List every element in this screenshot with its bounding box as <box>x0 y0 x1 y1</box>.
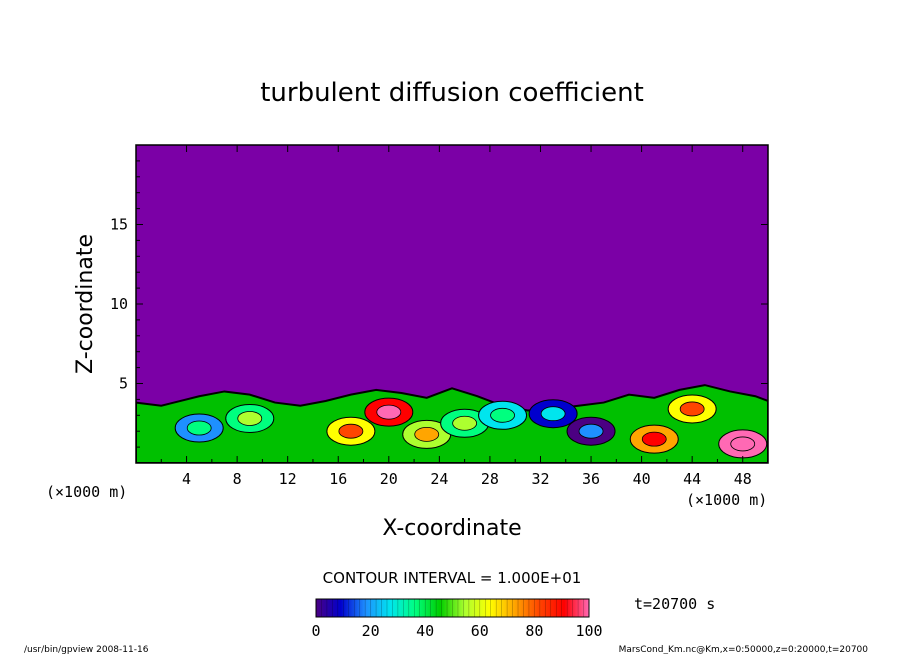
contour-blob-core <box>186 420 212 436</box>
contour-blob-core <box>338 423 364 439</box>
contour-blob-core <box>490 407 515 423</box>
x-unit-left: (×1000 m) <box>46 483 127 501</box>
x-tick-label: 8 <box>233 470 242 488</box>
y-tick-label: 10 <box>110 295 128 313</box>
y-axis-label: Z-coordinate <box>73 234 98 374</box>
x-tick-label: 12 <box>279 470 297 488</box>
x-tick-label: 40 <box>633 470 651 488</box>
contour-blob-core <box>679 401 705 417</box>
colorbar-frame <box>315 598 590 618</box>
footer-right: MarsCond_Km.nc@Km,x=0:50000,z=0:20000,t=… <box>619 645 869 654</box>
contour-blob-core <box>414 426 440 442</box>
colorbar-labels: 0 20 40 60 80 100 <box>311 622 602 640</box>
x-tick-label: 44 <box>683 470 701 488</box>
contour-blob-core <box>540 406 566 422</box>
colorbar-tick-label: 100 <box>575 622 602 640</box>
y-axis-ticks: 5 10 15 <box>110 160 768 448</box>
x-tick-label: 24 <box>430 470 448 488</box>
x-tick-label: 28 <box>481 470 499 488</box>
footer-left: /usr/bin/gpview 2008-11-16 <box>24 645 149 654</box>
boundary-layer-field <box>136 384 768 463</box>
contour-interval-label: CONTOUR INTERVAL = 1.000E+01 <box>323 569 582 587</box>
y-tick-label: 15 <box>110 216 128 234</box>
x-tick-label: 4 <box>182 470 191 488</box>
colorbar-stripes <box>321 599 584 617</box>
x-axis-label: X-coordinate <box>382 516 521 541</box>
contour-blob-core <box>641 431 667 447</box>
x-tick-label: 32 <box>531 470 549 488</box>
x-tick-label: 16 <box>329 470 347 488</box>
x-tick-label: 48 <box>734 470 752 488</box>
x-unit-right: (×1000 m) <box>686 491 767 509</box>
x-tick-label: 36 <box>582 470 600 488</box>
chart-title: turbulent diffusion coefficient <box>260 78 644 108</box>
contour-blob-core <box>578 423 604 439</box>
contour-blob-core <box>376 404 402 420</box>
colorbar-tick-label: 20 <box>362 622 380 640</box>
colorbar-tick-label: 40 <box>416 622 434 640</box>
contour-blob-core <box>237 411 263 426</box>
contour-blob-core <box>452 415 478 431</box>
x-axis-ticks: 4 8 12 16 20 24 28 32 36 40 44 48 <box>160 145 752 488</box>
colorbar-tick-label: 80 <box>525 622 543 640</box>
colorbar-tick-label: 0 <box>311 622 320 640</box>
contour-blob-core <box>730 436 756 452</box>
y-tick-label: 5 <box>119 375 128 393</box>
time-label: t=20700 s <box>634 595 715 613</box>
x-tick-label: 20 <box>380 470 398 488</box>
colorbar-tick-label: 60 <box>471 622 489 640</box>
colorbar: 0 20 40 60 80 100 <box>311 598 603 640</box>
